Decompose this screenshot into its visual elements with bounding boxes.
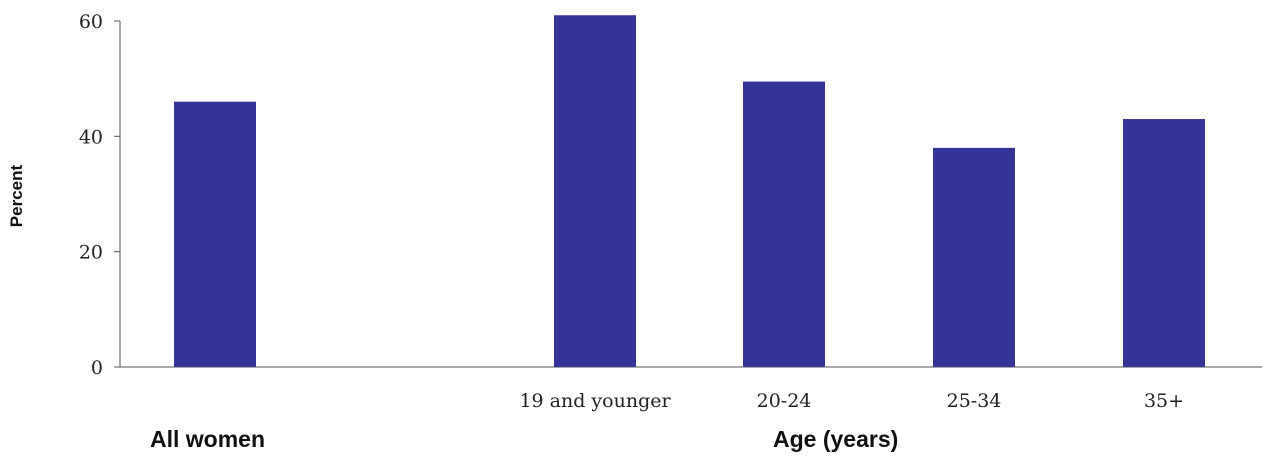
y-tick-label: 60 [79,11,103,33]
x-tick-label: 25-34 [947,390,1002,412]
bar-25-34 [933,147,1015,367]
y-tick-labels: 0 20 40 60 [79,11,120,379]
y-axis-label: Percent [7,164,26,227]
bar-20-24 [743,81,825,368]
y-tick-label: 40 [79,126,103,148]
category-labels: 19 and younger 20-24 25-34 35+ [519,390,1184,412]
group-label-all-women: All women [150,426,265,452]
bar-35- [1123,119,1205,368]
group-label-age: Age (years) [773,426,898,452]
bar-19-and-younger [554,15,636,367]
x-tick-label: 35+ [1144,390,1184,412]
x-tick-label: 20-24 [757,390,812,412]
bar-all-women [174,101,256,367]
x-tick-label: 19 and younger [519,390,671,412]
bars [174,15,1205,368]
y-tick-label: 20 [79,242,103,264]
y-tick-label: 0 [91,357,103,379]
axes [119,21,1262,368]
